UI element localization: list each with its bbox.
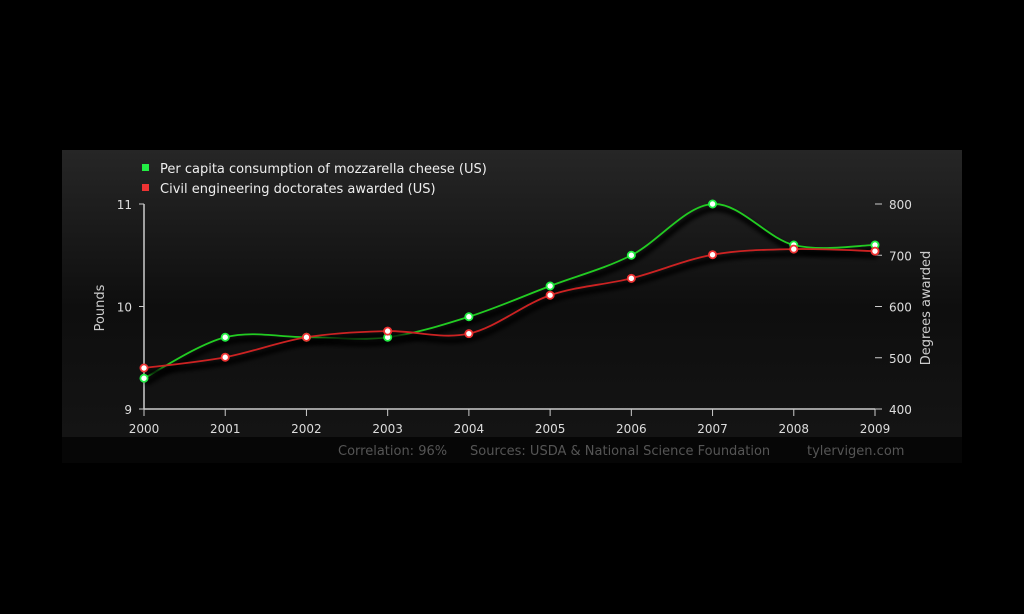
data-point-doctorates [870,246,880,256]
y-right-tick-label: 700 [889,249,912,263]
legend-label-doctorates: Civil engineering doctorates awarded (US… [160,182,436,197]
data-point-cheese [626,250,636,260]
y-axis-right-label: Degrees awarded [919,251,934,365]
x-tick-label: 2006 [616,422,647,436]
x-tick-label: 2009 [860,422,891,436]
data-point-cheese [464,312,474,322]
legend: Per capita consumption of mozzarella che… [142,162,487,197]
series-shadow-cheese [144,206,878,386]
chart-panel [62,150,962,437]
y-left-tick-label: 11 [117,198,132,212]
data-point-cheese [139,373,149,383]
data-point-doctorates [220,352,230,362]
data-point-doctorates [139,363,149,373]
legend-swatch-cheese [142,164,149,171]
y-left-tick-label: 9 [124,403,132,417]
y-right-tick-label: 500 [889,352,912,366]
x-tick-label: 2007 [697,422,728,436]
footer-sources: Sources: USDA & National Science Foundat… [470,444,770,459]
x-tick-label: 2005 [535,422,566,436]
series-line-cheese [143,203,876,380]
y-right-tick-label: 800 [889,198,912,212]
x-tick-label: 2001 [210,422,241,436]
y-right-tick-label: 600 [889,301,912,315]
data-point-doctorates [789,244,799,254]
series-line-doctorates [143,248,876,369]
x-tick-label: 2000 [129,422,160,436]
data-point-doctorates [383,326,393,336]
y-right-tick-label: 400 [889,403,912,417]
x-tick-label: 2004 [454,422,485,436]
data-point-cheese [545,281,555,291]
data-point-doctorates [464,329,474,339]
footer-site: tylervigen.com [807,444,904,459]
footer-correlation: Correlation: 96% [338,444,447,459]
data-point-doctorates [626,273,636,283]
x-tick-label: 2002 [291,422,322,436]
y-left-tick-label: 10 [117,301,132,315]
y-axis-left-label: Pounds [93,284,108,331]
legend-swatch-doctorates [142,184,149,191]
series-shadow-doctorates [145,251,878,376]
x-tick-label: 2008 [779,422,810,436]
x-tick-label: 2003 [372,422,403,436]
data-point-doctorates [301,332,311,342]
data-point-cheese [220,332,230,342]
data-point-doctorates [708,250,718,260]
data-point-cheese [708,199,718,209]
data-point-doctorates [545,290,555,300]
chart-footer [62,437,962,463]
legend-label-cheese: Per capita consumption of mozzarella che… [160,162,487,177]
